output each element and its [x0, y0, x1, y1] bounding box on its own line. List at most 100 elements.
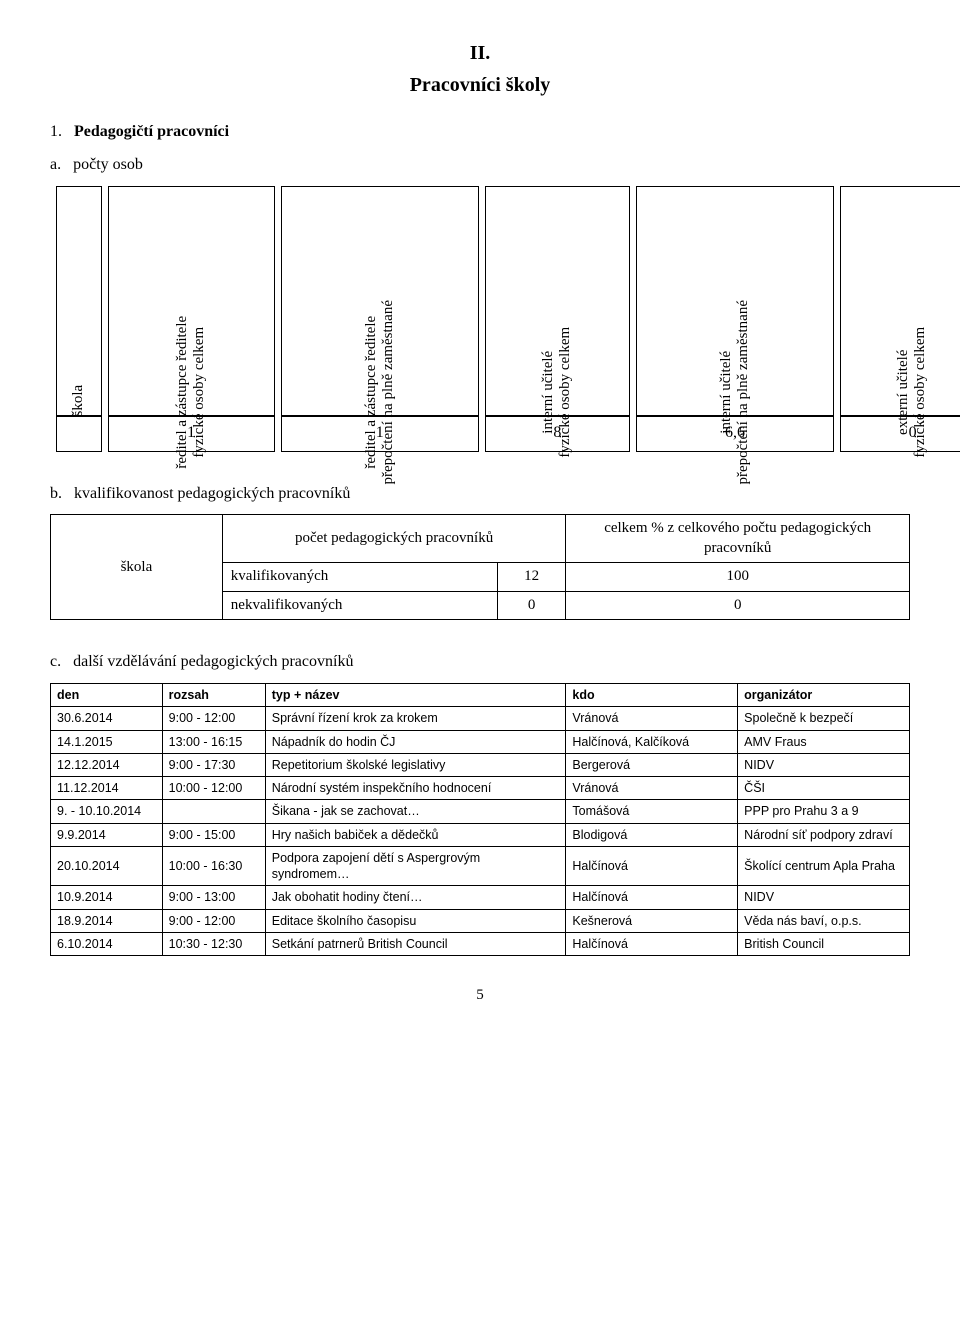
tblC-header-4: organizátor [738, 684, 910, 707]
tblA-header-1: ředitel a zástupce ředitelefyzické osoby… [108, 186, 275, 416]
tblC-cell-typ: Šikana - jak se zachovat… [265, 800, 566, 823]
tblB-r0-pct: 100 [566, 563, 910, 592]
section-1: 1. Pedagogičtí pracovníci [50, 122, 910, 143]
tblC-row: 9. - 10.10.2014 Šikana - jak se zachovat…… [51, 800, 910, 823]
tblC-row: 18.9.20149:00 - 12:00Editace školního ča… [51, 909, 910, 932]
tblC-cell-typ: Jak obohatit hodiny čtení… [265, 886, 566, 909]
tblC-cell-typ: Editace školního časopisu [265, 909, 566, 932]
tblC-cell-kdo: Bergerová [566, 753, 738, 776]
tblC-cell-org: Věda nás baví, o.p.s. [738, 909, 910, 932]
tblC-cell-kdo: Halčínová [566, 886, 738, 909]
tblC-row: 10.9.20149:00 - 13:00Jak obohatit hodiny… [51, 886, 910, 909]
tblC-cell-rozsah: 10:30 - 12:30 [162, 932, 265, 955]
sub-c-letter: c. [50, 653, 61, 670]
tblC-row: 6.10.201410:30 - 12:30Setkání patrnerů B… [51, 932, 910, 955]
tblC-cell-org: AMV Fraus [738, 730, 910, 753]
tblC-cell-den: 12.12.2014 [51, 753, 163, 776]
sub-c-title: další vzdělávání pedagogických pracovník… [73, 653, 353, 670]
tblC-cell-typ: Nápadník do hodin ČJ [265, 730, 566, 753]
tblC-cell-rozsah: 9:00 - 17:30 [162, 753, 265, 776]
tblC-cell-kdo: Halčínová [566, 932, 738, 955]
tblA-header-rot-4: interní učitelépřepočtení na plně zaměst… [718, 300, 753, 485]
tblC-cell-typ: Setkání patrnerů British Council [265, 932, 566, 955]
tblC-row: 14.1.201513:00 - 16:15Nápadník do hodin … [51, 730, 910, 753]
tblB-r1-label: nekvalifikovaných [222, 591, 497, 620]
tblC-cell-kdo: Tomášová [566, 800, 738, 823]
tblC-cell-den: 18.9.2014 [51, 909, 163, 932]
tblC-header-2: typ + název [265, 684, 566, 707]
tblC-row: 9.9.20149:00 - 15:00Hry našich babiček a… [51, 823, 910, 846]
tblC-cell-org: NIDV [738, 753, 910, 776]
tblC-cell-org: British Council [738, 932, 910, 955]
tblC-cell-rozsah: 9:00 - 13:00 [162, 886, 265, 909]
page-title: Pracovníci školy [50, 72, 910, 98]
tblC-cell-rozsah: 10:00 - 16:30 [162, 846, 265, 886]
tblB-r0-count: 12 [497, 563, 565, 592]
tblC-cell-kdo: Blodigová [566, 823, 738, 846]
tblB-r0-label: kvalifikovaných [222, 563, 497, 592]
tblC-cell-rozsah: 13:00 - 16:15 [162, 730, 265, 753]
tblC-cell-rozsah: 9:00 - 12:00 [162, 909, 265, 932]
tblA-header-rot-1: ředitel a zástupce ředitelefyzické osoby… [174, 316, 209, 469]
tblB-r1-pct: 0 [566, 591, 910, 620]
tblC-header-1: rozsah [162, 684, 265, 707]
sub-c: c. další vzdělávání pedagogických pracov… [50, 652, 910, 673]
tblC-cell-den: 11.12.2014 [51, 777, 163, 800]
tblC-cell-org: NIDV [738, 886, 910, 909]
tblC-cell-rozsah: 10:00 - 12:00 [162, 777, 265, 800]
tblA-header-0: škola [56, 186, 102, 416]
tblC-row: 12.12.20149:00 - 17:30Repetitorium škols… [51, 753, 910, 776]
tblB-col-pct: celkem % z celkového počtu pedagogických… [566, 515, 910, 563]
sub-b-letter: b. [50, 485, 62, 502]
tblC-cell-rozsah: 9:00 - 15:00 [162, 823, 265, 846]
tblC-cell-kdo: Halčínová [566, 846, 738, 886]
tblC-cell-org: Školící centrum Apla Praha [738, 846, 910, 886]
tblC-header-3: kdo [566, 684, 738, 707]
sub-b: b. kvalifikovanost pedagogických pracovn… [50, 484, 910, 505]
tblC-cell-org: PPP pro Prahu 3 a 9 [738, 800, 910, 823]
tblC-cell-typ: Repetitorium školské legislativy [265, 753, 566, 776]
page-roman: II. [50, 40, 910, 66]
tblC-cell-kdo: Vránová [566, 777, 738, 800]
section-1-title: Pedagogičtí pracovníci [74, 123, 229, 140]
sub-b-title: kvalifikovanost pedagogických pracovníků [74, 485, 350, 502]
tblC-cell-den: 9. - 10.10.2014 [51, 800, 163, 823]
tblC-cell-den: 14.1.2015 [51, 730, 163, 753]
tblC-cell-den: 6.10.2014 [51, 932, 163, 955]
tblC-cell-rozsah: 9:00 - 12:00 [162, 707, 265, 730]
table-c: denrozsahtyp + názevkdoorganizátor 30.6.… [50, 683, 910, 956]
tblB-r1-count: 0 [497, 591, 565, 620]
tblB-col-skola: škola [51, 515, 223, 620]
tblC-cell-typ: Hry našich babiček a dědečků [265, 823, 566, 846]
tblC-cell-org: ČŠI [738, 777, 910, 800]
tblC-cell-org: Společně k bezpečí [738, 707, 910, 730]
tblC-cell-typ: Podpora zapojení dětí s Aspergrovým synd… [265, 846, 566, 886]
tblA-header-rot-0: škola [70, 385, 87, 417]
tblC-cell-den: 10.9.2014 [51, 886, 163, 909]
sub-a: a. počty osob [50, 155, 910, 176]
table-b: škola počet pedagogických pracovníků cel… [50, 514, 910, 620]
tblB-col-pocet: počet pedagogických pracovníků [222, 515, 566, 563]
tblC-cell-typ: Správní řízení krok za krokem [265, 707, 566, 730]
section-1-number: 1. [50, 123, 62, 140]
tblA-header-rot-2: ředitel a zástupce ředitelepřepočtení na… [363, 300, 398, 485]
tblA-header-2: ředitel a zástupce ředitelepřepočtení na… [281, 186, 480, 416]
tblA-header-rot-3: interní učiteléfyzické osoby celkem [540, 327, 575, 458]
tblA-header-rot-5: externí učiteléfyzické osoby celkem [895, 327, 930, 458]
page-number: 5 [50, 986, 910, 1006]
tblC-header-0: den [51, 684, 163, 707]
tblC-cell-kdo: Vránová [566, 707, 738, 730]
sub-a-letter: a. [50, 156, 61, 173]
table-a: škola ředitel a zástupce ředitelefyzické … [50, 186, 960, 452]
tblC-cell-den: 30.6.2014 [51, 707, 163, 730]
tblC-cell-den: 9.9.2014 [51, 823, 163, 846]
tblC-cell-org: Národní síť podpory zdraví [738, 823, 910, 846]
tblA-header-3: interní učiteléfyzické osoby celkem [485, 186, 630, 416]
tblC-cell-typ: Národní systém inspekčního hodnocení [265, 777, 566, 800]
tblA-header-5: externí učiteléfyzické osoby celkem [840, 186, 960, 416]
tblC-cell-kdo: Halčínová, Kalčíková [566, 730, 738, 753]
tblC-row: 11.12.201410:00 - 12:00Národní systém in… [51, 777, 910, 800]
tblC-row: 20.10.201410:00 - 16:30Podpora zapojení … [51, 846, 910, 886]
tblC-cell-den: 20.10.2014 [51, 846, 163, 886]
tblC-cell-rozsah [162, 800, 265, 823]
